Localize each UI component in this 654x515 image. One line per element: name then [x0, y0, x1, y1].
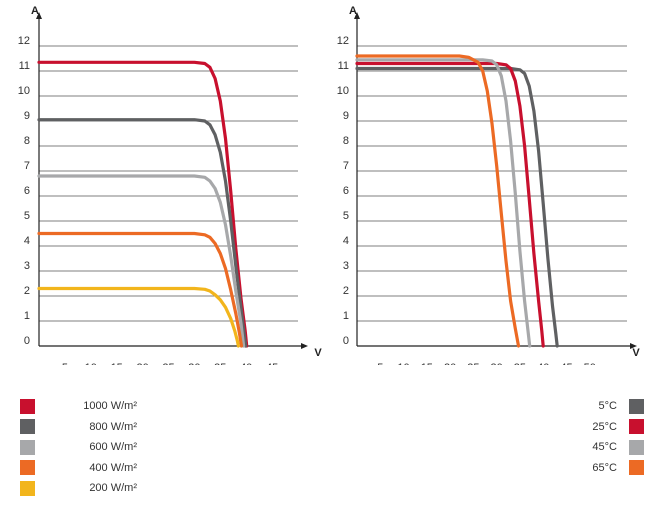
- right-gridlines: [357, 45, 627, 322]
- left-y-tick-label-11: 11: [19, 60, 30, 72]
- right-y-tick-label-5: 5: [343, 210, 349, 222]
- left-y-tick-label-1: 1: [24, 310, 30, 322]
- legend-label-400-w-m: 400 W/m²: [89, 461, 137, 474]
- series-line-65-c: [355, 54, 521, 348]
- left-x-tick-label-20: 20: [136, 362, 148, 365]
- left-y-tick-label-8: 8: [24, 135, 30, 147]
- legend-swatch-1000-w-m: [20, 398, 35, 414]
- right-x-axis-unit: V: [632, 347, 640, 359]
- legend-item-65-c: 65°C: [577, 460, 644, 476]
- legend-item-25-c: 25°C: [577, 419, 644, 435]
- right-y-tick-label-10: 10: [337, 85, 349, 97]
- legend-label-45-c: 45°C: [592, 441, 617, 453]
- legend-label-25-c: 25°C: [592, 420, 617, 433]
- legend-label-600-w-m: 600 W/m²: [89, 441, 137, 453]
- left-y-tick-label-12: 12: [18, 35, 30, 47]
- legend-label-800-w-m: 800 W/m²: [89, 420, 137, 433]
- right-y-tick-label-0: 0: [343, 335, 349, 347]
- left-x-tick-label-25: 25: [162, 362, 174, 365]
- left-y-tick-label-0: 0: [24, 335, 30, 347]
- legend-swatch-600-w-m: [20, 439, 35, 455]
- left-x-tick-label-5: 5: [62, 362, 68, 365]
- right-series: [355, 54, 559, 348]
- legend-item-1000-w-m: 1000 W/m²: [20, 398, 137, 414]
- right-y-tick-label-2: 2: [343, 285, 349, 297]
- right-y-tick-label-9: 9: [343, 110, 349, 122]
- right-x-axis-arrow-icon: [630, 343, 637, 349]
- legend-item-800-w-m: 800 W/m²: [20, 419, 137, 435]
- left-y-axis-unit: A: [31, 5, 39, 17]
- series-line-1000-w-m: [37, 60, 249, 348]
- legend-label-65-c: 65°C: [592, 461, 617, 474]
- right-x-tick-label-35: 35: [514, 362, 526, 365]
- right-y-tick-label-4: 4: [343, 235, 349, 247]
- series-line-5-c: [355, 66, 559, 348]
- series-line-400-w-m: [37, 231, 244, 348]
- legend-swatch-400-w-m: [20, 460, 35, 475]
- legend-swatch-45-c: [629, 439, 644, 455]
- left-x-tick-label-45: 45: [266, 362, 278, 365]
- temperature-iv-chart: AV01234567891011125101520253035404550: [337, 5, 641, 365]
- left-x-tick-label-35: 35: [214, 362, 226, 365]
- right-y-tick-label-7: 7: [343, 160, 349, 172]
- left-series: [37, 60, 249, 348]
- left-y-tick-label-10: 10: [18, 85, 30, 97]
- left-x-axis-unit: V: [314, 347, 322, 359]
- left-x-tick-label-10: 10: [85, 362, 97, 365]
- left-y-tick-label-4: 4: [24, 235, 30, 247]
- right-x-tick-label-50: 50: [584, 362, 596, 365]
- right-y-tick-label-8: 8: [343, 135, 349, 147]
- legend-label-1000-w-m: 1000 W/m²: [83, 400, 137, 412]
- right-y-tick-label-6: 6: [343, 185, 349, 197]
- legend-item-200-w-m: 200 W/m²: [20, 480, 137, 496]
- right-x-tick-label-10: 10: [397, 362, 409, 365]
- right-y-tick-label-3: 3: [343, 260, 349, 272]
- left-y-tick-label-9: 9: [24, 110, 30, 122]
- legend-swatch-200-w-m: [20, 480, 35, 496]
- left-axes: [36, 12, 308, 349]
- right-y-tick-label-11: 11: [338, 60, 349, 72]
- legend-label-200-w-m: 200 W/m²: [89, 482, 137, 494]
- right-y-axis-arrow-icon: [354, 12, 360, 19]
- left-gridlines: [39, 45, 298, 322]
- series-line-600-w-m: [37, 174, 246, 348]
- right-x-tick-label-25: 25: [467, 362, 479, 365]
- left-y-tick-label-2: 2: [24, 285, 30, 297]
- legend-swatch-65-c: [629, 460, 644, 475]
- left-y-tick-label-7: 7: [24, 160, 30, 172]
- right-x-tick-label-40: 40: [537, 362, 549, 365]
- series-line-800-w-m: [37, 118, 248, 348]
- legend-swatch-800-w-m: [20, 419, 35, 434]
- left-x-axis-arrow-icon: [301, 343, 308, 349]
- left-x-tick-label-40: 40: [240, 362, 252, 365]
- series-line-25-c: [355, 61, 545, 348]
- right-x-tick-label-15: 15: [421, 362, 433, 365]
- right-x-tick-label-30: 30: [491, 362, 503, 365]
- right-axes: [354, 12, 637, 349]
- right-x-tick-label-5: 5: [377, 362, 383, 365]
- series-line-200-w-m: [37, 286, 240, 348]
- right-x-tick-label-20: 20: [444, 362, 456, 365]
- legend-item-400-w-m: 400 W/m²: [20, 460, 137, 476]
- legend-item-5-c: 5°C: [577, 398, 644, 414]
- left-y-tick-label-5: 5: [24, 210, 30, 222]
- left-x-tick-label-30: 30: [188, 362, 200, 365]
- right-x-tick-label-45: 45: [560, 362, 572, 365]
- left-x-tick-label-15: 15: [111, 362, 123, 365]
- legend-swatch-25-c: [629, 419, 644, 434]
- left-y-axis-arrow-icon: [36, 12, 42, 19]
- right-y-tick-label-1: 1: [343, 310, 349, 322]
- legend-label-5-c: 5°C: [598, 400, 617, 412]
- legend-swatch-5-c: [629, 398, 644, 414]
- right-y-tick-label-12: 12: [337, 35, 349, 47]
- irradiance-iv-chart: AV012345678910111251015202530354045: [18, 5, 323, 365]
- legend-item-45-c: 45°C: [577, 439, 644, 455]
- series-line-45-c: [355, 58, 532, 348]
- right-y-axis-unit: A: [349, 5, 357, 17]
- left-y-tick-label-3: 3: [24, 260, 30, 272]
- left-y-tick-label-6: 6: [24, 185, 30, 197]
- legend-item-600-w-m: 600 W/m²: [20, 439, 137, 455]
